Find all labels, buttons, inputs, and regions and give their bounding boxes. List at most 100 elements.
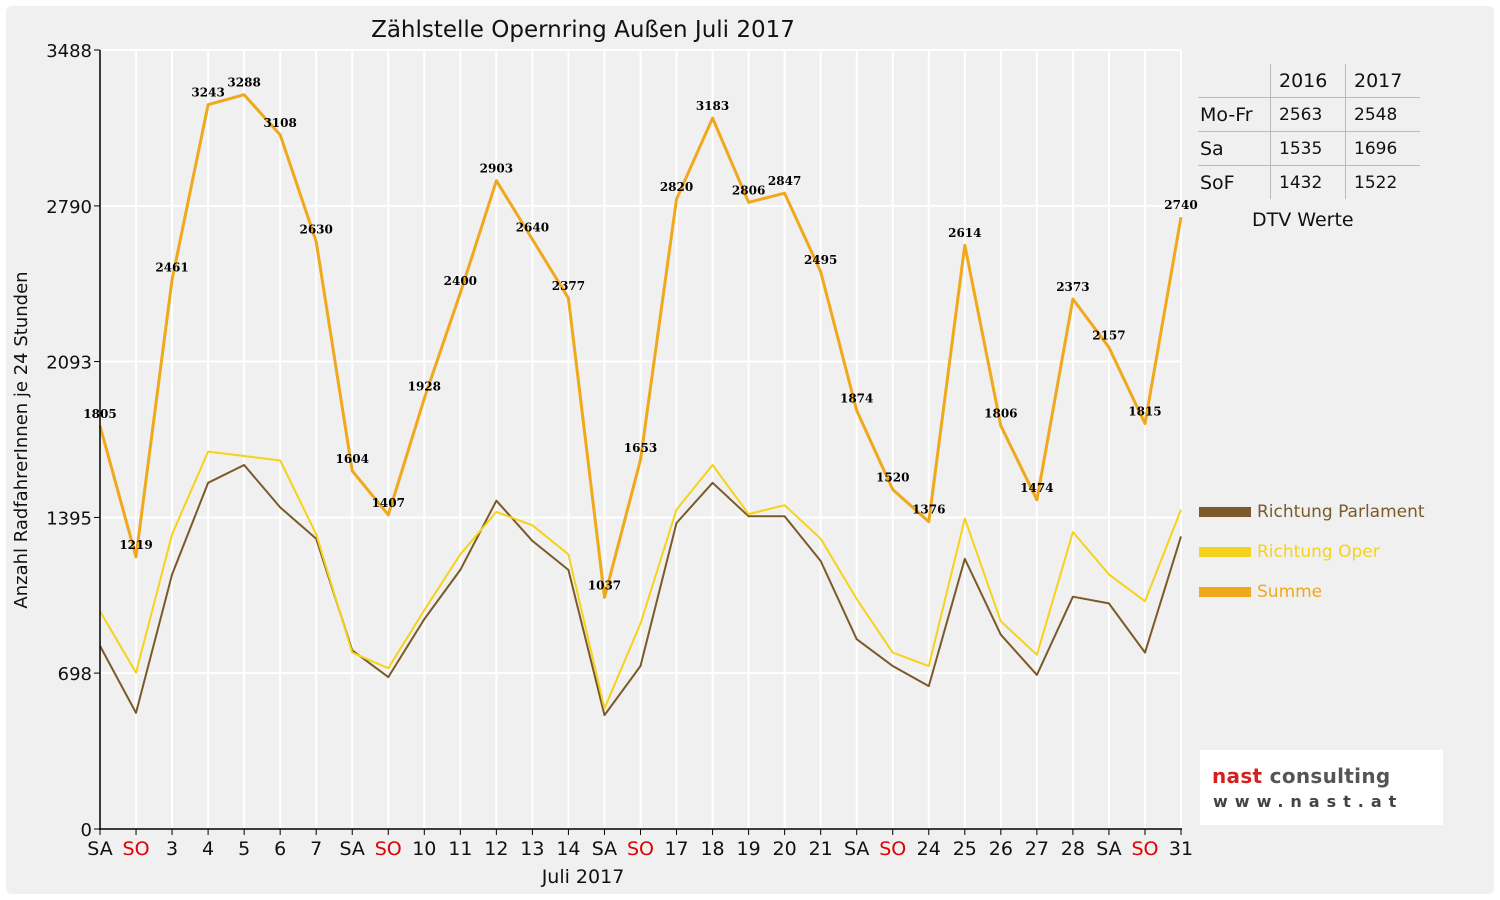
x-tick-labels: SA SO 3 4 5 6 7 SA SO 10 11 12 13 14 SA SO 17 18 19 20 21 SA S…	[87, 829, 1193, 860]
dtv-header-2017: 2017	[1345, 64, 1420, 98]
logo-url: www.nast.at	[1213, 792, 1404, 811]
data-label: 3108	[263, 116, 296, 130]
x-tick-label: SO	[879, 838, 906, 860]
dtv-cell: 1535	[1270, 131, 1346, 166]
y-tick-label: 2093	[46, 353, 92, 374]
x-tick-label: 24	[917, 838, 941, 860]
x-tick-label: 14	[556, 838, 580, 860]
x-axis-title: Juli 2017	[541, 866, 625, 888]
data-label: 2377	[552, 279, 585, 293]
x-tick-label: 11	[448, 838, 472, 860]
series-line	[98, 93, 1183, 599]
data-label: 2495	[804, 253, 837, 267]
x-tick-label: SO	[375, 838, 402, 860]
x-tick-label: 28	[1061, 838, 1085, 860]
x-tick-label: 5	[238, 838, 250, 860]
data-label: 2847	[768, 174, 801, 188]
y-tick-labels: 0 698 1395 2093 2790 3488	[46, 41, 100, 841]
chart-title: Zählstelle Opernring Außen Juli 2017	[371, 17, 795, 43]
x-tick-label: 21	[809, 838, 833, 860]
legend-item-oper: Richtung Oper	[1199, 532, 1425, 572]
x-tick-label: 25	[953, 838, 977, 860]
data-labels: 1805121924613243328831082630160414071928…	[83, 76, 1197, 593]
data-label: 1806	[984, 407, 1017, 421]
data-label: 1407	[372, 496, 405, 510]
x-tick-label: 4	[202, 838, 214, 860]
y-tick-label: 698	[58, 664, 92, 685]
legend-item-parlament: Richtung Parlament	[1199, 492, 1425, 532]
dtv-cell: 1432	[1270, 165, 1346, 199]
legend: Richtung Parlament Richtung Oper Summe	[1199, 492, 1425, 612]
x-tick-label: 18	[700, 838, 724, 860]
series-line	[99, 464, 1182, 717]
data-label: 2373	[1056, 280, 1089, 294]
y-axis-title: Anzahl RadfahrerInnen je 24 Stunden	[11, 271, 32, 608]
x-tick-label: 6	[274, 838, 286, 860]
dtv-row-label: Mo-Fr	[1198, 97, 1271, 132]
x-tick-label: 7	[310, 838, 322, 860]
data-label: 2630	[299, 223, 332, 237]
logo-name: nast consulting	[1212, 764, 1390, 788]
data-label: 3183	[696, 99, 729, 113]
data-label: 2461	[155, 260, 188, 274]
data-label: 2903	[480, 162, 513, 176]
y-tick-label: 1395	[46, 508, 92, 529]
dtv-corner	[1198, 64, 1271, 98]
series-lines	[98, 93, 1183, 717]
dtv-row-sof: SoF 1432 1522	[1198, 165, 1420, 199]
gridlines	[100, 49, 1182, 829]
legend-label: Summe	[1257, 582, 1323, 602]
y-tick-label: 3488	[46, 41, 92, 62]
x-tick-label: SO	[627, 838, 654, 860]
data-label: 2820	[660, 180, 693, 194]
x-tick-label: SA	[87, 838, 112, 860]
data-label: 1037	[588, 578, 621, 592]
x-tick-label: SA	[592, 838, 617, 860]
dtv-cell: 2563	[1270, 97, 1346, 132]
legend-swatch	[1199, 507, 1251, 517]
data-label: 3243	[191, 86, 224, 100]
logo-name-red: nast	[1212, 764, 1263, 788]
x-tick-label: SA	[1096, 838, 1121, 860]
dtv-table: 2016 2017 Mo-Fr 2563 2548 Sa 1535 1696 S…	[1198, 64, 1420, 199]
dtv-header-2016: 2016	[1270, 64, 1346, 98]
dtv-row-sa: Sa 1535 1696	[1198, 131, 1420, 166]
dtv-row-mofr: Mo-Fr 2563 2548	[1198, 97, 1420, 132]
x-tick-label: SO	[1131, 838, 1158, 860]
company-logo: nast consulting www.nast.at	[1200, 750, 1443, 825]
data-label: 1874	[840, 391, 873, 405]
legend-swatch	[1199, 547, 1251, 557]
logo-name-dark: consulting	[1262, 764, 1391, 788]
x-tick-label: SA	[844, 838, 869, 860]
data-label: 1376	[912, 503, 945, 517]
series-line	[99, 450, 1182, 710]
x-tick-label: 10	[412, 838, 436, 860]
dtv-row-label: SoF	[1198, 165, 1271, 199]
x-tick-label: 13	[520, 838, 544, 860]
y-tick-label: 2790	[46, 197, 92, 218]
x-tick-label: 19	[737, 838, 761, 860]
data-label: 2640	[516, 220, 549, 234]
x-tick-label: 20	[773, 838, 797, 860]
dtv-row-label: Sa	[1198, 131, 1271, 166]
legend-swatch	[1199, 587, 1251, 597]
data-label: 1219	[119, 538, 152, 552]
data-label: 1604	[336, 452, 369, 466]
data-label: 2400	[444, 274, 477, 288]
data-label: 3288	[227, 76, 260, 90]
data-label: 1815	[1128, 405, 1161, 419]
x-tick-label: 17	[664, 838, 688, 860]
dtv-cell: 1696	[1345, 131, 1420, 166]
dtv-cell: 2548	[1345, 97, 1420, 132]
dtv-caption: DTV Werte	[1252, 209, 1354, 231]
legend-label: Richtung Parlament	[1257, 502, 1425, 522]
x-tick-label: SO	[123, 838, 150, 860]
x-tick-label: 26	[989, 838, 1013, 860]
y-tick-label: 0	[81, 820, 92, 841]
data-label: 1520	[876, 471, 909, 485]
x-tick-label: 12	[484, 838, 508, 860]
dtv-header-row: 2016 2017	[1198, 64, 1420, 98]
data-label: 2806	[732, 183, 765, 197]
data-label: 1653	[624, 441, 657, 455]
